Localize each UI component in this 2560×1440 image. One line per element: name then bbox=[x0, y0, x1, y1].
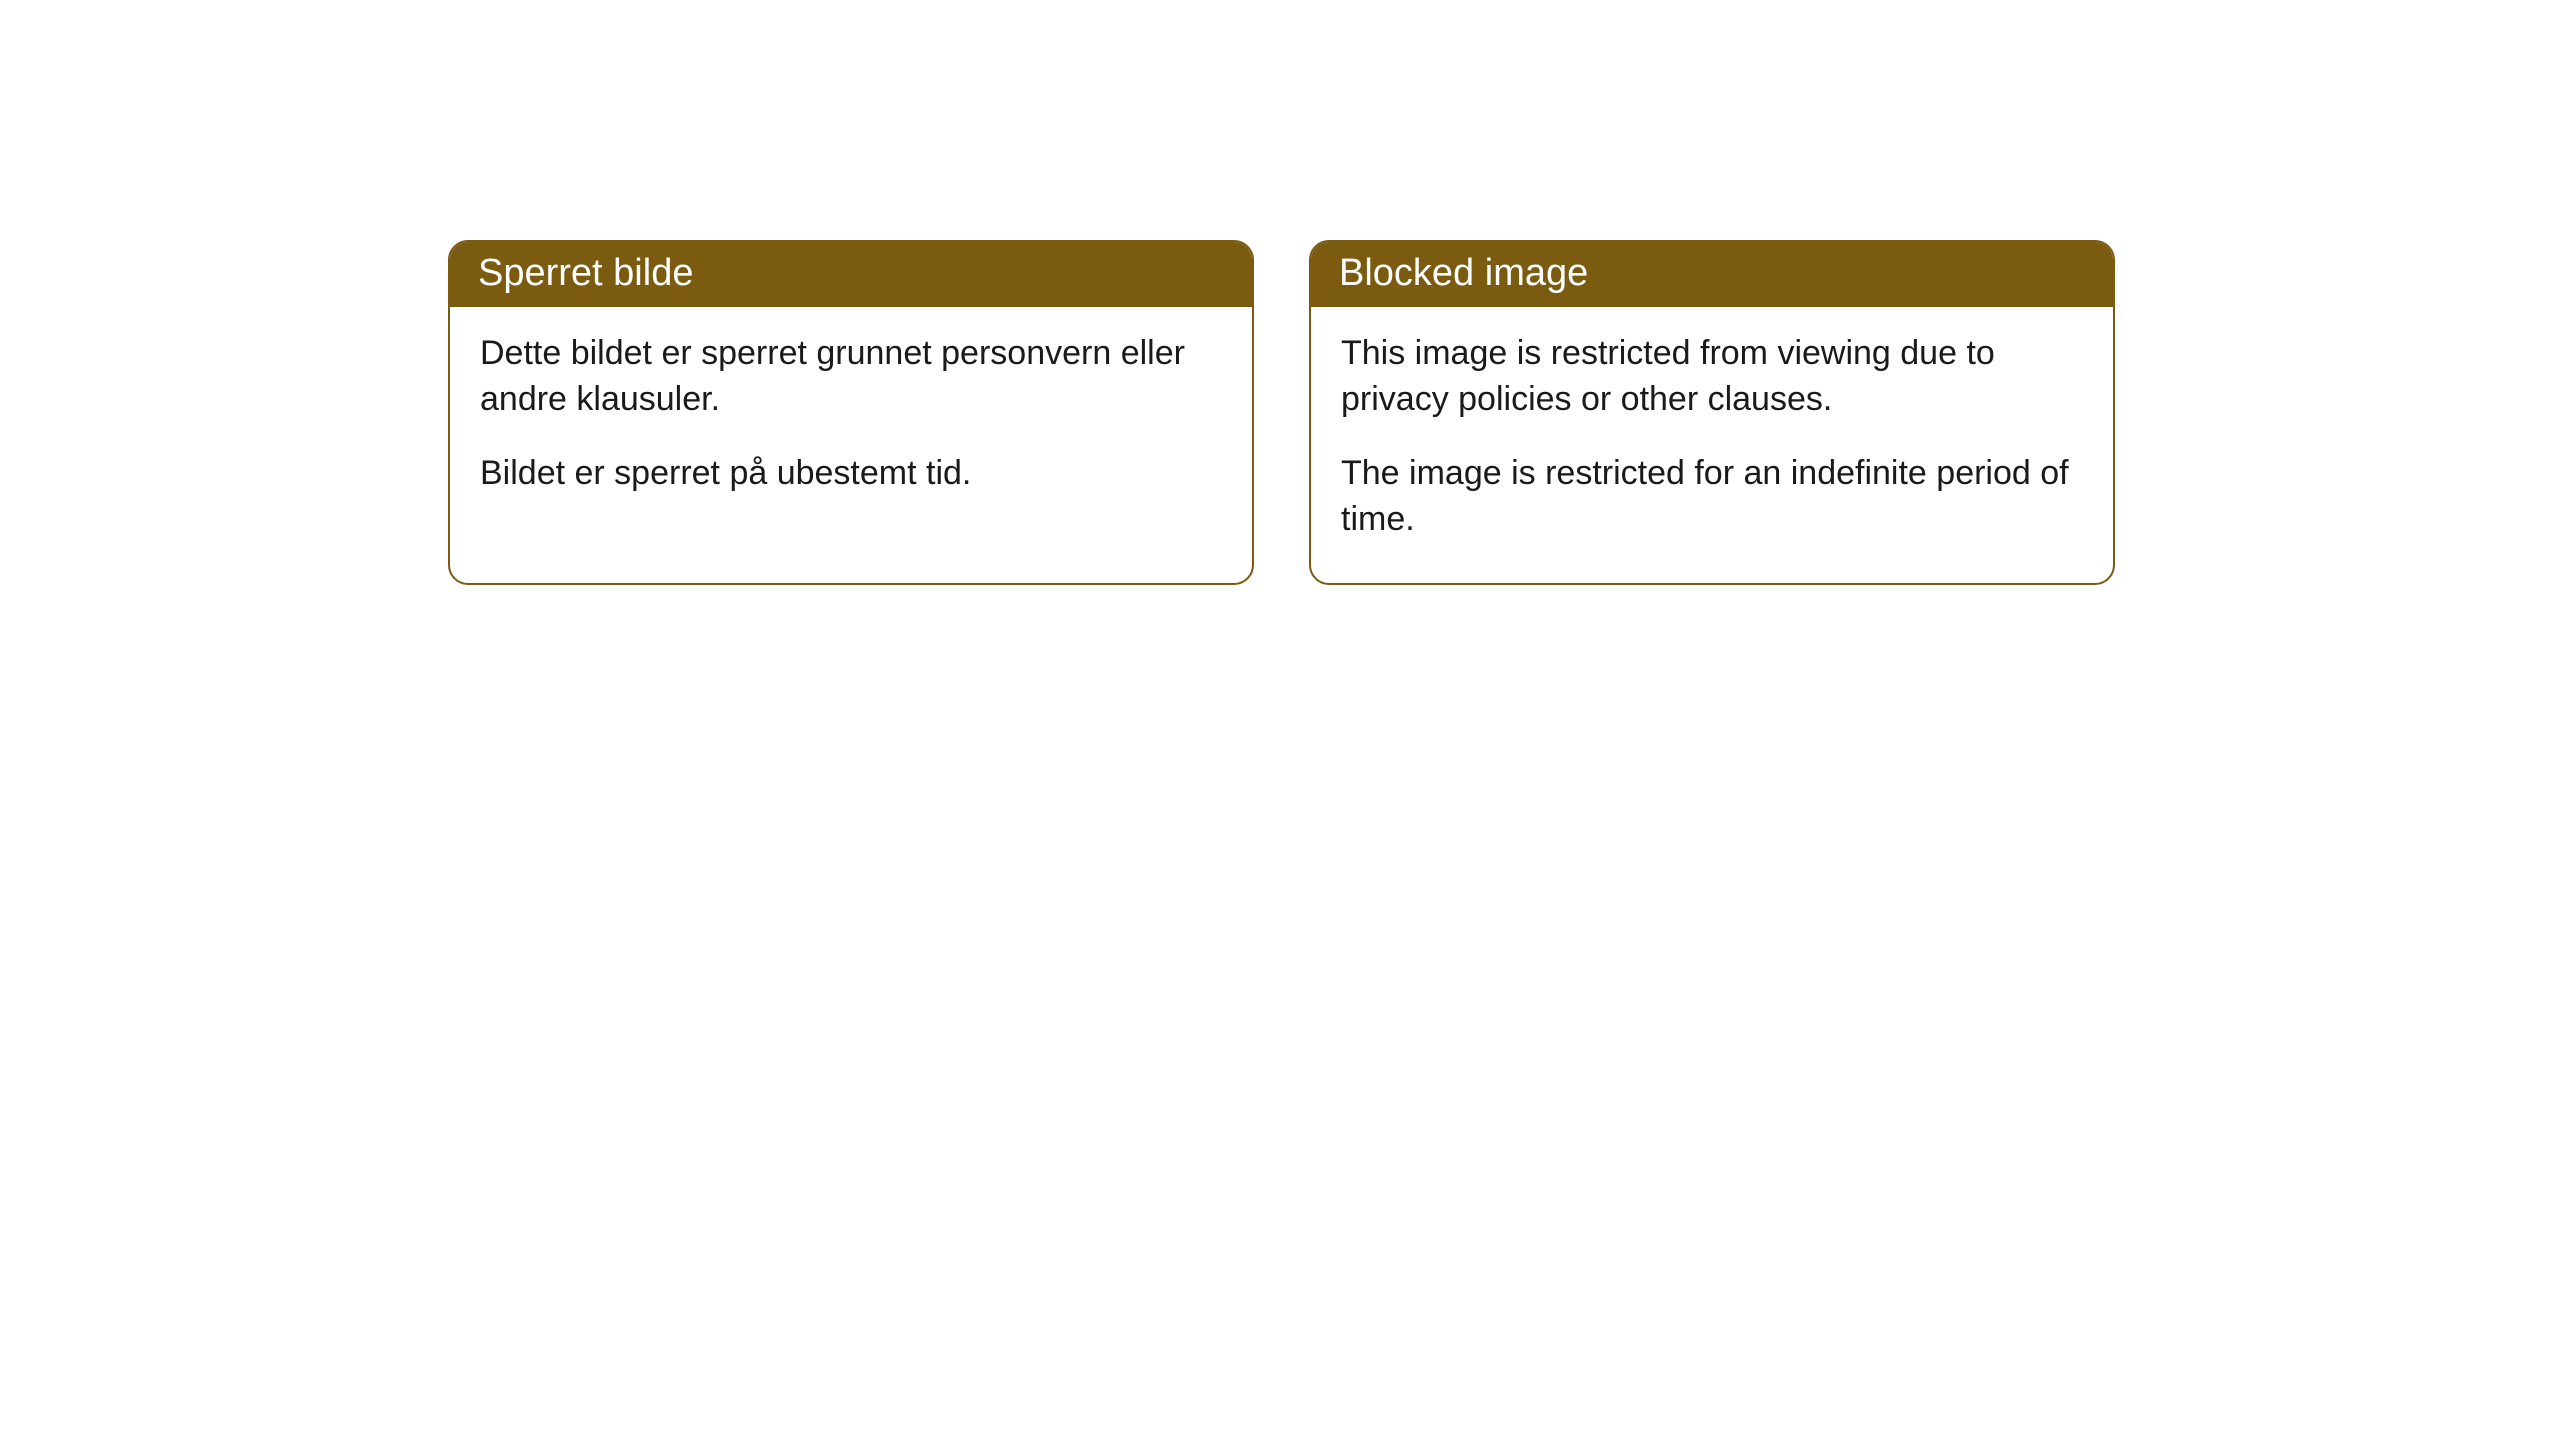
card-paragraph: Dette bildet er sperret grunnet personve… bbox=[480, 331, 1222, 423]
card-paragraph: The image is restricted for an indefinit… bbox=[1341, 451, 2083, 543]
card-header: Blocked image bbox=[1311, 242, 2113, 307]
notice-card-norwegian: Sperret bilde Dette bildet er sperret gr… bbox=[448, 240, 1254, 585]
card-paragraph: Bildet er sperret på ubestemt tid. bbox=[480, 451, 1222, 497]
card-body: Dette bildet er sperret grunnet personve… bbox=[450, 307, 1252, 537]
notice-cards-container: Sperret bilde Dette bildet er sperret gr… bbox=[448, 240, 2115, 585]
notice-card-english: Blocked image This image is restricted f… bbox=[1309, 240, 2115, 585]
card-paragraph: This image is restricted from viewing du… bbox=[1341, 331, 2083, 423]
card-body: This image is restricted from viewing du… bbox=[1311, 307, 2113, 583]
card-header: Sperret bilde bbox=[450, 242, 1252, 307]
